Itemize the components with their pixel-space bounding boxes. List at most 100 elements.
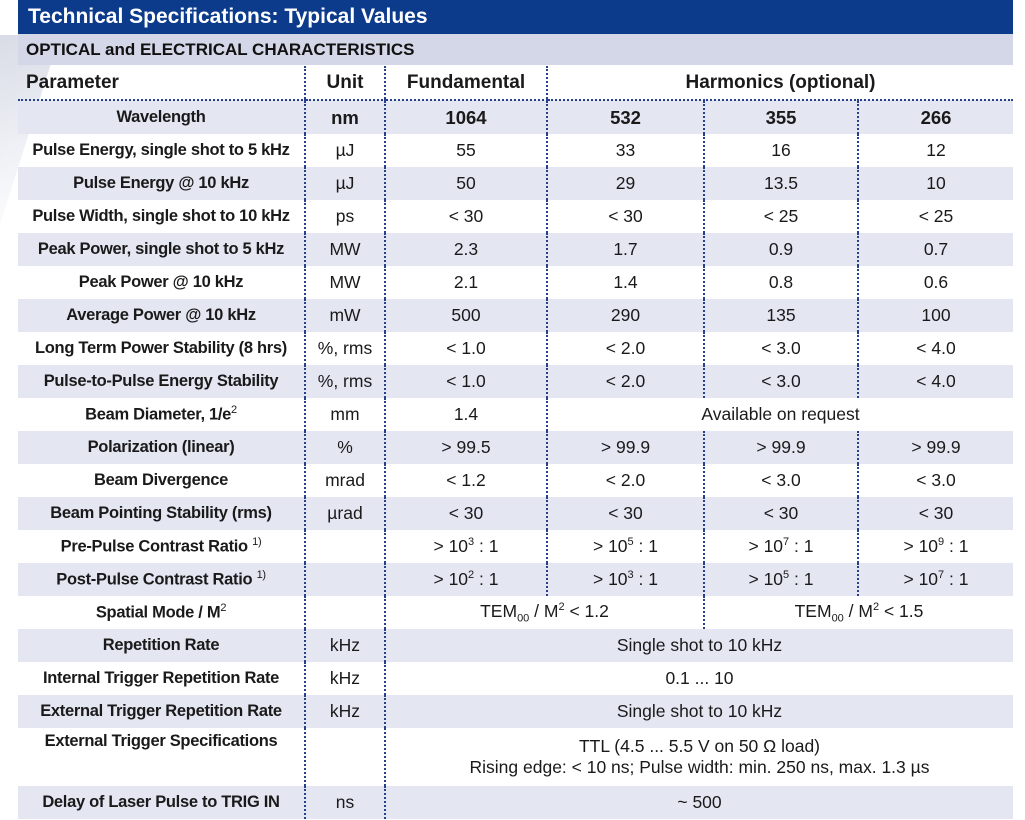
value-fundamental: 500 [384, 299, 547, 332]
value-532: < 2.0 [546, 464, 704, 497]
value-355: 0.8 [703, 266, 858, 299]
value-266: 0.6 [857, 266, 1013, 299]
page-title: Technical Specifications: Typical Values [18, 0, 1013, 34]
value-532: < 30 [546, 200, 704, 233]
header-harmonics: Harmonics (optional) [546, 66, 1013, 101]
section-heading: OPTICAL and ELECTRICAL CHARACTERISTICS [18, 34, 1013, 65]
row-unit: mW [304, 299, 385, 332]
table-header-row: Parameter Unit Fundamental Harmonics (op… [18, 66, 1013, 101]
value-532: 290 [546, 299, 704, 332]
ext-spec-line-2: Rising edge: < 10 ns; Pulse width: min. … [469, 757, 930, 777]
row-label: Average Power @ 10 kHz [18, 299, 305, 332]
row-label: Wavelength [18, 100, 305, 134]
header-fundamental: Fundamental [384, 66, 547, 101]
value-532: 29 [546, 167, 704, 200]
row-unit: MW [304, 233, 385, 266]
table-row: Repetition Rate kHz Single shot to 10 kH… [18, 629, 1013, 662]
value-fundamental: < 1.0 [384, 365, 547, 398]
row-unit: % [304, 431, 385, 464]
row-label: Peak Power, single shot to 5 kHz [18, 233, 305, 266]
value-355: > 99.9 [703, 431, 858, 464]
row-unit: %, rms [304, 332, 385, 365]
value-fundamental: > 99.5 [384, 431, 547, 464]
row-label: Spatial Mode / M2 [95, 602, 227, 622]
value-fundamental: 2.3 [384, 233, 547, 266]
row-label: Pulse Energy, single shot to 5 kHz [32, 141, 290, 159]
value-fundamental: < 1.2 [384, 464, 547, 497]
row-unit: kHz [304, 662, 385, 695]
value-all: Single shot to 10 kHz [384, 629, 1013, 662]
row-label: Pulse-to-Pulse Energy Stability [18, 365, 305, 398]
row-unit: ns [304, 786, 385, 819]
value-266: < 4.0 [857, 365, 1013, 398]
table-row: Spatial Mode / M2 TEM00 / M2 < 1.2 TEM00… [18, 596, 1013, 629]
row-label: Peak Power @ 10 kHz [78, 273, 244, 291]
row-label: Pulse Energy @ 10 kHz [18, 167, 305, 200]
value-fundamental: 1.4 [384, 398, 547, 431]
value-532: 532 [546, 100, 704, 134]
value-fundamental: 1064 [384, 100, 547, 134]
row-unit: kHz [304, 695, 385, 728]
table-row: Peak Power, single shot to 5 kHz MW 2.3 … [18, 233, 1013, 266]
row-unit [304, 596, 385, 629]
table-row: Pulse Width, single shot to 10 kHz ps < … [18, 200, 1013, 233]
row-unit: %, rms [304, 365, 385, 398]
row-label: Long Term Power Stability (8 hrs) [35, 339, 287, 357]
value-fundamental: > 103 : 1 [384, 530, 547, 563]
value-spatial-mode-left: TEM00 / M2 < 1.2 [384, 596, 704, 629]
specifications-table: Parameter Unit Fundamental Harmonics (op… [18, 66, 1013, 819]
row-unit: mrad [304, 464, 385, 497]
row-label: External Trigger Specifications [44, 732, 278, 750]
row-unit: MW [304, 266, 385, 299]
value-355: < 3.0 [703, 332, 858, 365]
table-row: Pre-Pulse Contrast Ratio 1) > 103 : 1 > … [18, 530, 1013, 563]
value-355: 0.9 [703, 233, 858, 266]
row-label: Post-Pulse Contrast Ratio 1) [18, 563, 305, 596]
value-355: 135 [703, 299, 858, 332]
value-266: < 30 [857, 497, 1013, 530]
value-355: < 3.0 [703, 464, 858, 497]
value-532: < 2.0 [546, 365, 704, 398]
row-unit [304, 530, 385, 563]
value-532: 1.7 [546, 233, 704, 266]
value-355: > 105 : 1 [703, 563, 858, 596]
value-all: ~ 500 [384, 786, 1013, 819]
value-all: TTL (4.5 ... 5.5 V on 50 Ω load) Rising … [384, 728, 1013, 786]
value-355: 13.5 [703, 167, 858, 200]
value-355: < 25 [703, 200, 858, 233]
row-label: Repetition Rate [18, 629, 305, 662]
value-355: < 30 [703, 497, 858, 530]
row-unit: mm [304, 398, 385, 431]
table-row: Peak Power @ 10 kHz MW 2.1 1.4 0.8 0.6 [18, 266, 1013, 299]
table-row: Pulse Energy @ 10 kHz µJ 50 29 13.5 10 [18, 167, 1013, 200]
value-532: 1.4 [546, 266, 704, 299]
row-label: Beam Divergence [94, 471, 228, 489]
value-355: 16 [703, 134, 858, 167]
row-label: External Trigger Repetition Rate [18, 695, 305, 728]
value-266: 10 [857, 167, 1013, 200]
table-row: Pulse-to-Pulse Energy Stability %, rms <… [18, 365, 1013, 398]
value-532: < 30 [546, 497, 704, 530]
value-266: 12 [857, 134, 1013, 167]
table-row: Average Power @ 10 kHz mW 500 290 135 10… [18, 299, 1013, 332]
value-266: 0.7 [857, 233, 1013, 266]
table-row: External Trigger Repetition Rate kHz Sin… [18, 695, 1013, 728]
table-row: Beam Divergence mrad < 1.2 < 2.0 < 3.0 <… [18, 464, 1013, 497]
value-fundamental: < 1.0 [384, 332, 547, 365]
value-266: 266 [857, 100, 1013, 134]
value-fundamental: 50 [384, 167, 547, 200]
value-266: > 107 : 1 [857, 563, 1013, 596]
table-row: Long Term Power Stability (8 hrs) %, rms… [18, 332, 1013, 365]
row-label: Polarization (linear) [18, 431, 305, 464]
row-label: Pre-Pulse Contrast Ratio 1) [60, 536, 262, 556]
value-355: > 107 : 1 [703, 530, 858, 563]
value-355: 355 [703, 100, 858, 134]
value-fundamental: < 30 [384, 497, 547, 530]
value-266: < 25 [857, 200, 1013, 233]
value-fundamental: < 30 [384, 200, 547, 233]
row-unit: µrad [304, 497, 385, 530]
value-266: > 109 : 1 [857, 530, 1013, 563]
value-532: 33 [546, 134, 704, 167]
row-unit [304, 563, 385, 596]
table-row: Internal Trigger Repetition Rate kHz 0.1… [18, 662, 1013, 695]
